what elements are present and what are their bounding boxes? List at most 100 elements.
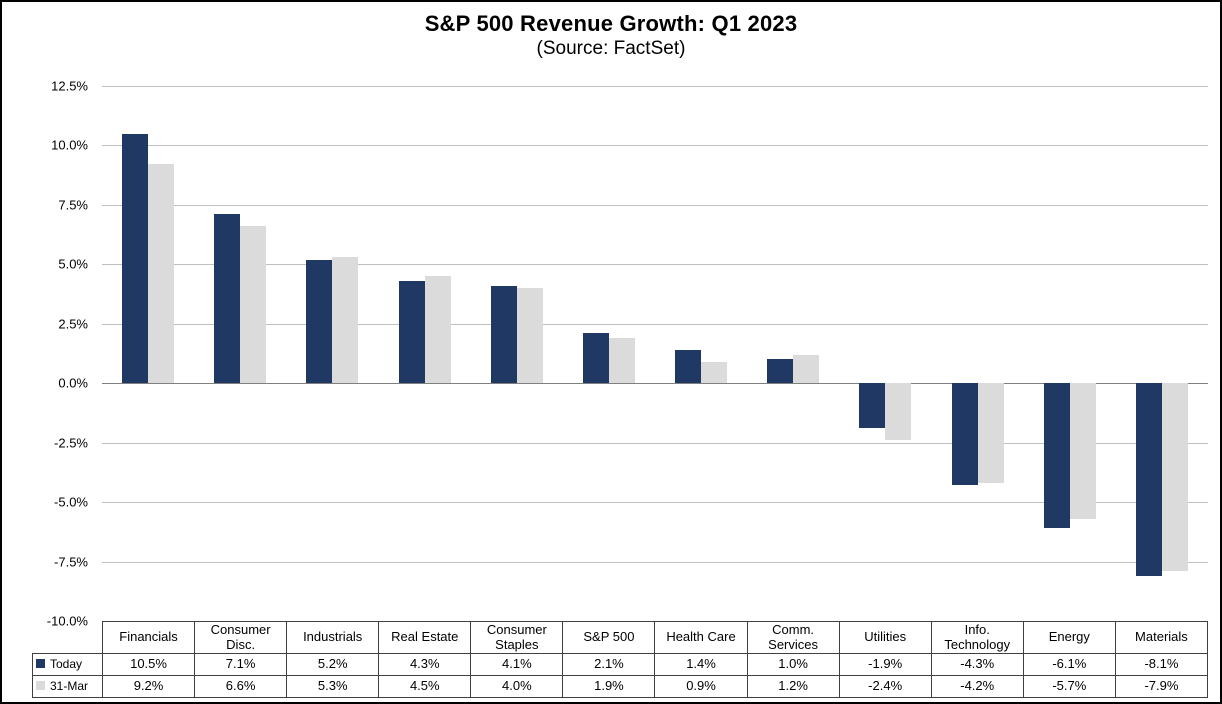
value-31-mar-consumer-disc: 6.6% [194,675,288,699]
column-header-consumer-disc: Consumer Disc. [194,620,288,655]
column-header-comm-services: Comm. Services [746,620,840,655]
category-group-real-estate [379,86,471,621]
category-group-utilities [839,86,931,621]
legend-key-today [36,659,45,669]
chart-header: S&P 500 Revenue Growth: Q1 2023 (Source:… [2,11,1220,60]
column-header-industrials: Industrials [286,620,380,655]
y-tick-label: 10.0% [51,137,88,153]
y-tick-label: 12.5% [51,78,88,94]
value-today-materials: -8.1% [1114,653,1209,677]
bar-31-mar-consumer-disc [240,226,267,384]
plot-area [102,86,1208,622]
bar-31-mar-financials [148,164,175,384]
value-31-mar-health-care: 0.9% [654,675,748,699]
bar-31-mar-comm-services [793,354,820,384]
table-row-31-mar: 31-Mar 9.2% 6.6% 5.3% 4.5% 4.0% 1.9% 0.9% 1.2% -2… [32,675,1209,699]
category-group-consumer-disc [194,86,286,621]
value-31-mar-info-technology: -4.2% [930,675,1024,699]
y-tick-label: 5.0% [58,256,88,272]
bar-today-industrials [306,259,333,384]
y-tick-label: -2.5% [54,435,88,451]
chart-title: S&P 500 Revenue Growth: Q1 2023 [424,11,798,36]
column-header-utilities: Utilities [838,620,932,655]
bar-today-s-p-500 [582,333,609,384]
value-today-energy: -6.1% [1022,653,1116,677]
column-header-real-estate: Real Estate [378,620,472,655]
bar-today-consumer-disc [214,214,241,384]
y-axis-labels: 12.5% 10.0% 7.5% 5.0% 2.5% 0.0% -2.5% -5.0% -7.5… [2,79,94,629]
y-tick-label: 2.5% [58,316,88,332]
value-today-s-p-500: 2.1% [562,653,656,677]
series-name-31-mar: 31-Mar [50,678,89,693]
value-today-consumer-staples: 4.1% [470,653,564,677]
bar-31-mar-energy [1069,383,1096,519]
gridline [102,561,1208,563]
column-header-financials: Financials [101,620,196,655]
bar-today-consumer-staples [490,285,517,384]
value-today-real-estate: 4.3% [378,653,472,677]
series-name-today: Today [50,656,83,671]
value-31-mar-materials: -7.9% [1114,675,1209,699]
bar-today-comm-services [767,359,794,384]
table-header-row: Financials Consumer Disc. Industrials Real … [32,620,1209,655]
category-group-info-technology [932,86,1024,621]
value-31-mar-financials: 9.2% [101,675,196,699]
bar-31-mar-real-estate [424,276,451,384]
column-header-materials: Materials [1114,620,1209,655]
bar-31-mar-health-care [701,361,728,384]
bar-31-mar-info-technology [977,383,1004,484]
bar-today-utilities [859,383,886,429]
value-today-industrials: 5.2% [286,653,380,677]
table-corner [32,621,103,655]
gridline [102,264,1208,266]
gridline [102,145,1208,147]
value-31-mar-real-estate: 4.5% [378,675,472,699]
gridline [102,323,1208,325]
y-tick-label: -7.5% [54,554,88,570]
value-today-consumer-disc: 7.1% [194,653,288,677]
bars-layer [102,86,1208,621]
data-table: Financials Consumer Disc. Industrials Real … [32,620,1209,699]
column-header-info-technology: Info. Technology [930,620,1024,655]
bar-31-mar-utilities [885,383,912,441]
column-header-s-p-500: S&P 500 [562,620,656,655]
category-group-industrials [286,86,378,621]
gridline [102,86,1208,87]
value-31-mar-utilities: -2.4% [838,675,932,699]
legend-key-31-mar [36,681,45,691]
value-today-comm-services: 1.0% [746,653,840,677]
value-31-mar-energy: -5.7% [1022,675,1116,699]
category-group-s-p-500 [563,86,655,621]
value-31-mar-comm-services: 1.2% [746,675,840,699]
category-group-financials [102,86,194,621]
value-31-mar-industrials: 5.3% [286,675,380,699]
bar-today-real-estate [398,280,425,384]
bar-31-mar-materials [1161,383,1188,572]
value-31-mar-s-p-500: 1.9% [562,675,656,699]
category-group-energy [1024,86,1116,621]
table-row-today: Today 10.5% 7.1% 5.2% 4.3% 4.1% 2.1% 1.4% 1.0% -1… [32,653,1209,677]
value-today-utilities: -1.9% [838,653,932,677]
category-group-consumer-staples [471,86,563,621]
y-tick-label: 7.5% [58,197,88,213]
bar-today-health-care [675,349,702,384]
column-header-energy: Energy [1022,620,1116,655]
gridline [102,502,1208,504]
chart-subtitle: (Source: FactSet) [536,38,686,59]
category-group-health-care [655,86,747,621]
category-group-materials [1116,86,1208,621]
bar-31-mar-s-p-500 [608,338,635,384]
value-31-mar-consumer-staples: 4.0% [470,675,564,699]
value-today-financials: 10.5% [101,653,196,677]
bar-today-materials [1135,383,1162,576]
gridline [102,442,1208,444]
value-today-health-care: 1.4% [654,653,748,677]
value-today-info-technology: -4.3% [930,653,1024,677]
y-tick-label: -5.0% [54,494,88,510]
gridline [102,204,1208,206]
bar-today-energy [1043,383,1070,529]
column-header-health-care: Health Care [654,620,748,655]
legend-cell-today: Today [32,653,103,677]
category-group-comm-services [747,86,839,621]
